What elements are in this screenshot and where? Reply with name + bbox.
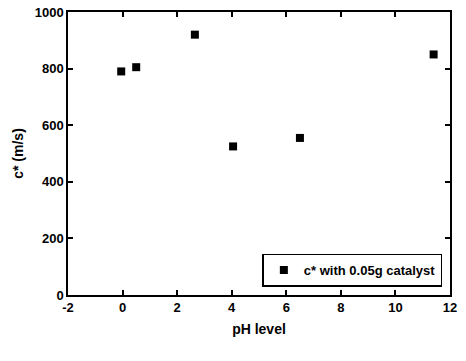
svg-text:8: 8	[337, 300, 344, 315]
svg-text:4: 4	[228, 300, 236, 315]
svg-text:400: 400	[42, 174, 64, 189]
svg-text:c* (m/s): c* (m/s)	[10, 128, 26, 179]
svg-text:pH level: pH level	[232, 321, 286, 337]
svg-text:600: 600	[42, 118, 64, 133]
svg-text:0: 0	[119, 300, 126, 315]
svg-text:-2: -2	[62, 300, 74, 315]
svg-text:c* with 0.05g catalyst: c* with 0.05g catalyst	[304, 263, 435, 278]
svg-text:6: 6	[283, 300, 290, 315]
svg-text:200: 200	[42, 231, 64, 246]
svg-text:0: 0	[56, 288, 63, 303]
svg-text:800: 800	[42, 61, 64, 76]
svg-text:2: 2	[174, 300, 181, 315]
svg-text:1000: 1000	[35, 5, 64, 20]
svg-text:10: 10	[388, 300, 402, 315]
svg-text:12: 12	[443, 300, 457, 315]
